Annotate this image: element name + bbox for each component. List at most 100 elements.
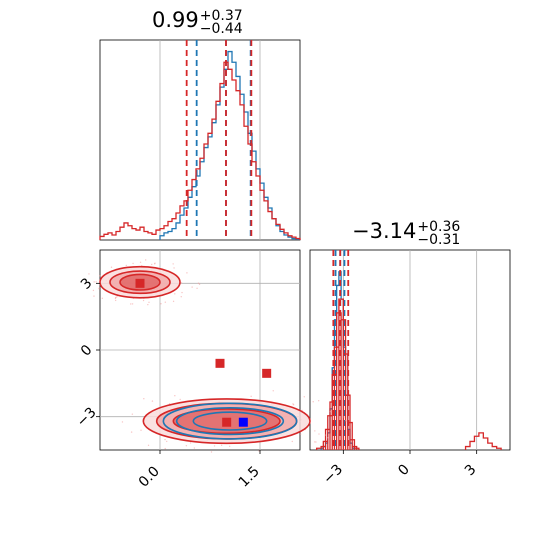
title-param-2: −3.14 +0.36 −0.31 — [352, 219, 460, 247]
panel-3-sample-point — [101, 297, 104, 299]
panel-3-sample-point — [181, 291, 183, 294]
panel-3-sample-point — [164, 447, 166, 450]
panel-3-sample-point — [272, 390, 274, 392]
panel-3-sample-point — [172, 300, 175, 303]
panel-3-sample-point — [258, 450, 260, 452]
panel-3-sample-point — [250, 395, 252, 398]
panel-3-sample-point — [151, 400, 154, 402]
panel-3-sample-point — [114, 297, 117, 300]
panel-3-sample-point — [125, 264, 128, 267]
panel-3-xtick-label-0: 0.0 — [136, 464, 163, 491]
title-param-2-minus: −0.31 — [417, 231, 461, 248]
panel-3-xtick-label-1: 1.5 — [236, 464, 263, 491]
panel-3-sample-point — [92, 289, 95, 292]
panel-3-sample-point — [213, 445, 216, 447]
panel-3-sample-point — [318, 433, 320, 435]
panel-3-sample-point — [153, 263, 156, 265]
panel-3-sample-point — [173, 267, 175, 269]
panel-3-sample-point — [291, 440, 293, 443]
panel-3-sample-point — [93, 295, 95, 297]
panel-1-histogram-step-0 — [159, 50, 301, 240]
title-param-1: 0.99 +0.37 −0.44 — [152, 8, 243, 36]
panel-3-sample-point — [164, 438, 166, 441]
panel-3-contour-1-0-2 — [192, 411, 268, 431]
panel-3-sample-point — [315, 441, 317, 443]
panel-3-contour-1-0-1 — [175, 406, 285, 436]
title-param-2-plus: +0.36 — [417, 218, 461, 235]
title-param-1-plus: +0.37 — [199, 7, 243, 24]
title-param-1-minus: −0.44 — [199, 20, 243, 37]
panel-3-sample-point — [151, 263, 153, 266]
panel-3-sample-point — [164, 301, 167, 303]
panel-2-xtick-label-2: 3 — [462, 462, 480, 480]
panel-3-marker-3-0 — [238, 417, 248, 427]
panel-3-sample-point — [345, 419, 347, 422]
panel-3-contour-series-1 — [162, 402, 298, 440]
panel-3-sample-point — [179, 398, 181, 401]
panel-3-sample-point — [185, 445, 188, 447]
panel-3-sample-point — [329, 410, 332, 413]
panel-3-sample-point — [98, 275, 101, 277]
panel-3-sample-point — [193, 447, 196, 449]
panel-3-sample-point — [220, 444, 223, 447]
panel-3-sample-point — [314, 430, 316, 432]
panel-3-sample-point — [174, 293, 176, 295]
panel-3-sample-point — [110, 266, 113, 268]
panel-3-sample-point — [131, 413, 134, 415]
panel-3-marker-2-1 — [215, 358, 225, 368]
panel-3-sample-point — [131, 303, 134, 305]
panel-3-sample-point — [140, 429, 142, 431]
panel-3-sample-point — [180, 296, 182, 298]
panel-3-sample-point — [88, 273, 90, 275]
panel-3-marker-2-3 — [222, 417, 232, 427]
panel-3-sample-point — [139, 261, 142, 263]
panel-3-sample-point — [147, 444, 150, 447]
panel-3-sample-point — [317, 400, 320, 402]
panel-3-sample-point — [98, 287, 100, 289]
panel-3-sample-point — [210, 451, 213, 453]
panel-3-sample-point — [198, 283, 201, 286]
panel-3-sample-point — [142, 299, 145, 302]
panel-3-sample-point — [312, 401, 314, 403]
panel-3-sample-point — [132, 262, 134, 265]
panel-1-histogram-step-1 — [99, 61, 301, 240]
panel-3-sample-point — [172, 263, 174, 265]
panel-3-sample-point — [314, 441, 316, 443]
panel-3-sample-point — [148, 301, 150, 304]
panel-3-marker-2-2 — [262, 368, 272, 378]
panel-3-sample-point — [166, 440, 168, 443]
panel-3-sample-point — [299, 433, 302, 435]
panel-3-sample-point — [292, 403, 295, 406]
panel-3-sample-point — [343, 416, 345, 418]
panel-3-sample-point — [189, 442, 192, 444]
panel-1-series-1 — [99, 40, 301, 240]
panel-3-sample-point — [121, 421, 124, 423]
panel-3-sample-point — [147, 303, 149, 306]
panel-3-sample-point — [114, 299, 117, 302]
panel-3-sample-point — [228, 445, 231, 448]
panel-3-ytick-label-1: 0 — [78, 342, 96, 360]
title-param-2-value: −3.14 — [352, 219, 417, 243]
title-param-1-value: 0.99 — [152, 8, 199, 32]
panel-3-sample-point — [327, 437, 329, 439]
panel-3-sample-point — [191, 286, 193, 288]
panel-3-sample-point — [196, 287, 198, 290]
panel-3-sample-point — [143, 398, 145, 400]
panel-3-sample-point — [144, 259, 147, 261]
panel-2-xtick-label-1: 0 — [395, 462, 413, 480]
panel-1-frame — [99, 39, 301, 241]
panel-3-sample-point — [186, 272, 188, 274]
panel-3-sample-point — [95, 281, 97, 283]
panel-2-xtick-label-0: −3 — [320, 462, 346, 488]
panel-3-sample-point — [197, 282, 200, 284]
panel-3-marker-2-0 — [135, 278, 145, 288]
panel-3-sample-point — [303, 396, 305, 398]
panel-3-contour-1-0-0 — [162, 402, 298, 440]
panel-3-sample-point — [130, 431, 133, 433]
panel-3-sample-point — [130, 303, 132, 305]
panel-3-sample-point — [160, 303, 162, 305]
panel-3-ytick-label-0: −3 — [74, 404, 100, 430]
panel-3-sample-point — [325, 434, 327, 436]
